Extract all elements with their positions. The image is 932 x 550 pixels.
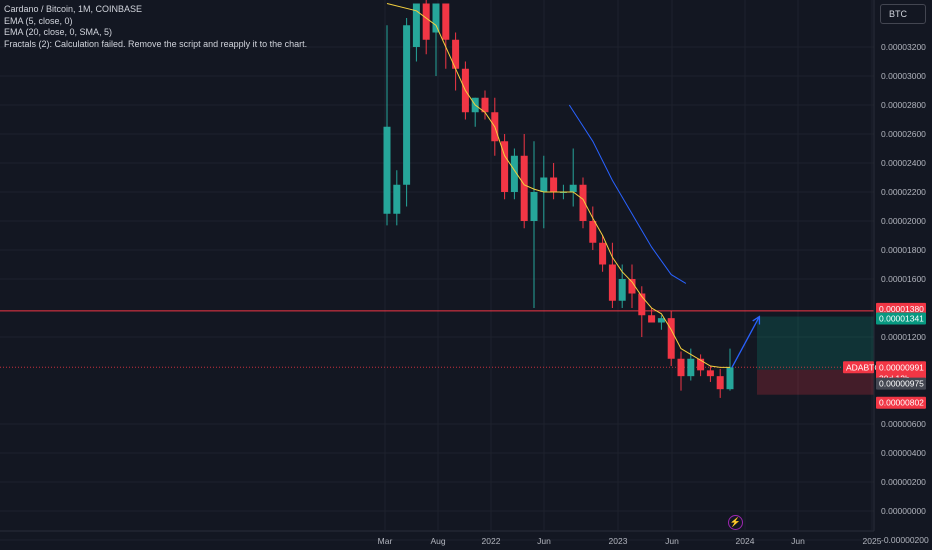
last-price-tag: 0.00000991 [879,362,924,372]
candle-body [716,376,724,390]
candle-body [677,358,685,377]
profit-zone [757,316,874,370]
lightning-icon[interactable]: ⚡ [728,515,743,530]
candle-body [687,358,695,377]
y-tick-label: 0.00002400 [881,158,926,168]
candle-body [579,184,587,221]
candle-body [667,318,675,359]
y-tick-label: 0.00001800 [881,245,926,255]
stop-tag-bg [876,396,926,409]
y-tick-label: 0.00002600 [881,129,926,139]
x-tick-label: Jun [665,536,679,546]
loss-zone [757,369,874,395]
forecast-arrow [731,315,761,368]
y-tick-label: -0.00000200 [881,535,929,545]
candle-body [510,155,518,192]
candle-body [481,97,489,113]
last-price-tag-bg [876,361,926,374]
candle-body [628,279,636,294]
resistance-tag-bg [876,302,926,315]
candle-body [422,3,430,40]
candle-body [618,279,626,301]
candle-body [530,192,538,221]
ema5-line [386,3,730,368]
candle-body [589,221,597,243]
candle-body [550,177,558,192]
y-tick-label: 0.00001600 [881,274,926,284]
grid-lines [0,0,874,541]
arrow-shaft [731,316,760,368]
candle-body [648,315,656,323]
candle-body [412,3,420,47]
level-lines [0,310,874,368]
resistance-tag: 0.00001380 [879,304,924,314]
indicator-fractals[interactable]: Fractals (2): Calculation failed. Remove… [4,38,308,49]
target-tag: 0.00001341 [879,314,924,324]
candle-body [442,3,450,40]
candle-body [520,155,528,221]
price-tags: 0.000013800.00001341ADABTC0.0000099130d … [843,302,926,409]
x-tick-label: Aug [430,536,445,546]
x-tick-label: Jun [791,536,805,546]
y-tick-label: 0.00000400 [881,448,926,458]
time-axis[interactable]: Mar Aug 2022 Jun 2023 Jun 2024 Jun 2025 [0,530,882,546]
candle-body [501,141,509,192]
target-tag-bg [876,312,926,325]
entry-tag-bg [876,377,926,390]
candle-body [540,177,548,192]
candle-body [697,358,705,371]
y-tick-label: 0.00000200 [881,477,926,487]
currency-button[interactable]: BTC [880,4,926,24]
position-zones [757,316,874,395]
candle-body [432,3,440,33]
x-tick-label: Mar [378,536,393,546]
candles [383,0,734,398]
indicator-ema5[interactable]: EMA (5, close, 0) [4,15,73,26]
y-tick-label: 0.00003200 [881,42,926,52]
price-axis[interactable]: 0.00003200 0.00003000 0.00002800 0.00002600… [873,0,929,545]
candle-body [726,367,734,390]
arrow-head [752,315,761,325]
x-tick-label: 2022 [482,536,501,546]
y-tick-label: 0.00000600 [881,419,926,429]
candle-body [403,25,411,185]
candle-body [383,126,391,214]
x-tick-label: 2024 [736,536,755,546]
candle-body [706,370,714,377]
candle-body [452,39,460,69]
x-tick-label: 2025 [863,536,882,546]
y-tick-label: 0.00002800 [881,100,926,110]
y-tick-label: 0.00002000 [881,216,926,226]
legend: Cardano / Bitcoin, 1M, COINBASE EMA (5, … [4,4,307,50]
entry-tag: 0.00000975 [879,379,924,389]
symbol-tag: ADABTC [846,362,880,372]
symbol-tag-bg [843,361,874,374]
x-tick-label: 2023 [609,536,628,546]
candle-body [657,318,665,323]
y-tick-label: 0.00000000 [881,506,926,516]
y-tick-label: 0.00001200 [881,332,926,342]
y-tick-label: 0.00003000 [881,71,926,81]
candle-body [393,184,401,214]
symbol-title[interactable]: Cardano / Bitcoin, 1M, COINBASE [4,4,143,14]
ema-lines [386,3,730,368]
candle-body [608,264,616,301]
x-tick-label: Jun [537,536,551,546]
y-tick-label: 0.00002200 [881,187,926,197]
candle-body [599,242,607,265]
stop-tag: 0.00000802 [879,398,924,408]
indicator-ema20[interactable]: EMA (20, close, 0, SMA, 5) [4,27,113,37]
candle-body [638,293,646,316]
ema20-line [568,104,687,284]
candle-body [569,184,577,192]
